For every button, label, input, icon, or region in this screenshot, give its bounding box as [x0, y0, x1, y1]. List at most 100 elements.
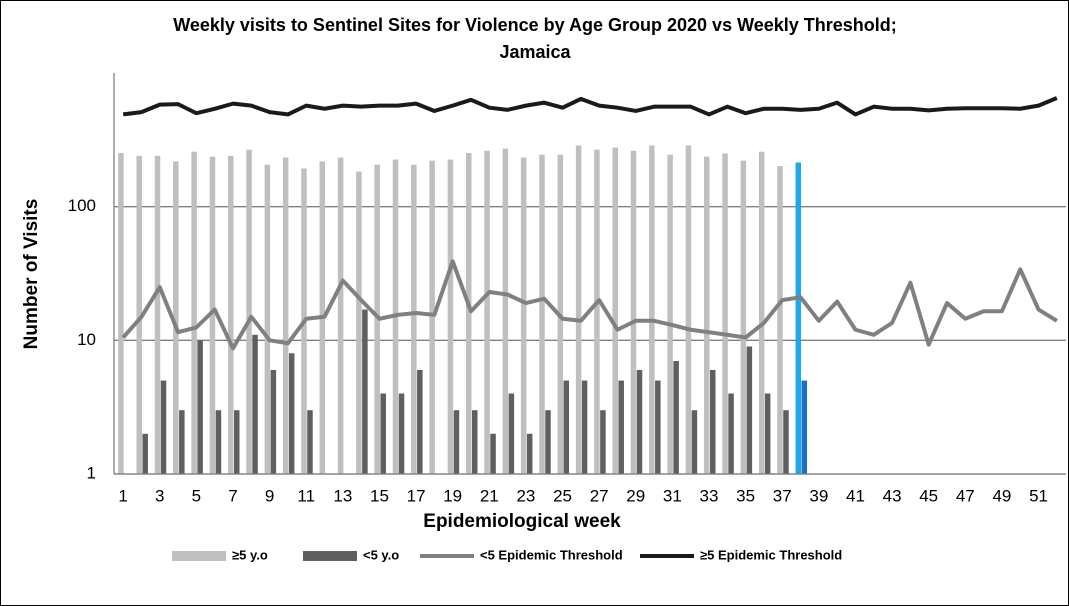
bar	[472, 410, 478, 474]
bar	[667, 154, 673, 474]
bar	[264, 164, 271, 475]
bar	[356, 171, 362, 475]
bar	[307, 410, 313, 474]
x-tick-label: 35	[736, 486, 755, 505]
legend-label: ≥5 y.o	[232, 547, 268, 562]
x-tick-label: 45	[919, 486, 938, 505]
bar	[728, 393, 734, 474]
line	[122, 96, 1058, 117]
bar	[179, 410, 185, 474]
bar	[142, 433, 148, 474]
bar	[398, 393, 405, 474]
legend-swatch	[172, 551, 226, 561]
bar	[362, 309, 368, 474]
bar	[704, 156, 710, 474]
bar	[197, 340, 203, 474]
bar	[173, 161, 179, 474]
x-tick-label: 31	[663, 486, 682, 505]
bar	[594, 149, 600, 475]
x-tick-label: 27	[590, 486, 609, 505]
bar	[466, 153, 472, 474]
bar	[526, 433, 533, 474]
bar	[288, 353, 295, 474]
x-tick-label: 21	[480, 486, 499, 505]
bar	[618, 380, 624, 474]
x-axis-title: Epidemiological week	[423, 511, 621, 532]
bar	[575, 145, 582, 474]
bar	[691, 410, 698, 474]
x-tick-label: 39	[809, 486, 828, 505]
bar	[508, 393, 515, 474]
legend-label: <5 Epidemic Threshold	[480, 547, 623, 562]
bar	[374, 164, 380, 475]
bar	[270, 369, 277, 474]
bar	[429, 160, 435, 474]
x-tick-label: 5	[192, 486, 201, 505]
bar	[539, 154, 545, 474]
bar	[783, 410, 789, 474]
bar	[673, 361, 679, 474]
legend-swatch	[303, 551, 357, 561]
x-tick-label: 47	[956, 486, 975, 505]
bar	[520, 157, 527, 475]
bar	[710, 369, 716, 474]
bar	[649, 145, 655, 474]
chart-title: Weekly visits to Sentinel Sites for Viol…	[173, 15, 897, 62]
bar	[215, 410, 222, 474]
bar	[630, 150, 637, 474]
bar	[636, 369, 643, 474]
x-tick-label: 13	[333, 486, 352, 505]
y-tick-label: 10	[77, 330, 96, 349]
bar	[746, 346, 753, 474]
bar	[722, 153, 728, 475]
bar	[801, 380, 808, 474]
bar	[160, 380, 167, 474]
bar	[234, 410, 240, 474]
bar	[453, 410, 460, 474]
x-tick-label: 3	[155, 486, 164, 505]
bar	[417, 369, 423, 474]
bar	[764, 393, 771, 474]
bar	[154, 155, 161, 474]
x-tick-label: 43	[883, 486, 902, 505]
bar	[740, 160, 747, 474]
bar	[228, 155, 234, 474]
x-tick-label: 11	[297, 486, 315, 505]
x-tick-label: 37	[773, 486, 792, 505]
bar	[209, 156, 216, 474]
bar	[118, 153, 124, 474]
bar	[545, 410, 551, 474]
bar	[484, 150, 490, 474]
bar	[447, 159, 454, 474]
bar	[380, 393, 386, 474]
bar	[612, 147, 618, 475]
bar	[685, 145, 692, 474]
x-tick-label: 23	[516, 486, 535, 505]
bar	[777, 166, 783, 474]
x-tick-label: 29	[626, 486, 645, 505]
x-tick-label: 17	[407, 486, 426, 505]
bar	[246, 149, 252, 475]
bar	[411, 164, 417, 475]
bar	[758, 151, 765, 474]
x-tick-label: 25	[553, 486, 572, 505]
y-axis-title: Number of Visits	[21, 199, 42, 350]
bar	[502, 148, 509, 474]
bar	[252, 334, 258, 474]
x-tick-label: 49	[992, 486, 1011, 505]
x-tick-label: 15	[370, 486, 389, 505]
x-tick-label: 51	[1029, 486, 1048, 505]
x-tick-label: 9	[265, 486, 274, 505]
legend-label: <5 y.o	[363, 547, 399, 562]
x-tick-label: 19	[443, 486, 462, 505]
legend-label: ≥5 Epidemic Threshold	[700, 547, 842, 562]
bar	[191, 151, 197, 474]
x-tick-label: 1	[118, 486, 127, 505]
y-tick-label: 1	[87, 463, 96, 482]
y-tick-label: 100	[68, 196, 96, 215]
x-tick-label: 41	[846, 486, 865, 505]
bar	[581, 380, 588, 474]
bar	[655, 380, 661, 474]
bar	[337, 157, 344, 475]
